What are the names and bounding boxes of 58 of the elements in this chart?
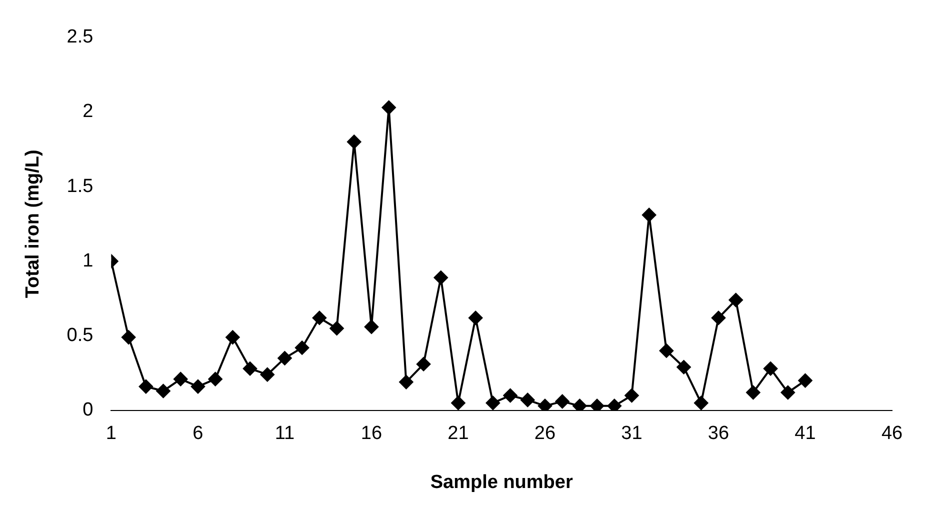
point	[590, 398, 604, 410]
x-tick-label: 21	[448, 423, 469, 444]
point	[434, 270, 448, 285]
point	[399, 375, 414, 390]
point	[122, 330, 136, 344]
point	[226, 330, 240, 344]
point	[728, 292, 743, 307]
point	[711, 310, 726, 325]
x-tick-label: 41	[794, 423, 816, 444]
point	[798, 374, 812, 388]
x-axis-title: Sample number	[430, 472, 574, 493]
x-tick-label: 16	[360, 423, 382, 444]
y-tick-label: 0	[82, 400, 94, 421]
point	[330, 321, 344, 336]
y-tick-label: 1.5	[66, 176, 94, 197]
point	[555, 394, 570, 408]
point	[572, 398, 587, 410]
y-tick-label: 2.5	[66, 26, 94, 48]
point	[538, 398, 552, 410]
x-tick-label: 6	[192, 423, 204, 444]
point	[364, 320, 378, 334]
point	[347, 134, 362, 149]
point	[312, 310, 326, 325]
x-tick-label: 31	[621, 423, 642, 444]
point	[416, 357, 431, 372]
y-tick-label: 1	[82, 250, 94, 272]
point	[607, 398, 622, 410]
point	[451, 396, 466, 410]
point	[486, 396, 500, 410]
point	[156, 384, 170, 398]
x-tick-label: 46	[881, 423, 903, 444]
point	[694, 396, 708, 410]
point	[468, 310, 483, 325]
point	[382, 100, 396, 115]
point	[295, 340, 310, 355]
point	[208, 372, 222, 386]
point	[780, 385, 795, 400]
point	[278, 351, 292, 366]
point	[243, 362, 258, 376]
point	[138, 380, 153, 394]
point	[642, 208, 656, 222]
point	[260, 368, 274, 382]
point	[190, 380, 205, 394]
point	[624, 388, 639, 402]
y-tick-label: 2	[82, 101, 94, 122]
point	[520, 392, 535, 407]
y-tick-label: 0.5	[66, 325, 94, 346]
x-tick-label: 36	[708, 423, 730, 444]
point	[764, 362, 778, 376]
x-tick-label: 11	[274, 423, 295, 444]
point	[503, 388, 518, 402]
y-axis-title: Total iron (mg/L)	[22, 150, 44, 298]
point	[676, 360, 691, 374]
point	[174, 372, 188, 386]
x-tick-label: 26	[534, 423, 556, 444]
x-tick-label: 1	[106, 423, 116, 444]
point	[659, 344, 674, 358]
point	[746, 385, 760, 400]
